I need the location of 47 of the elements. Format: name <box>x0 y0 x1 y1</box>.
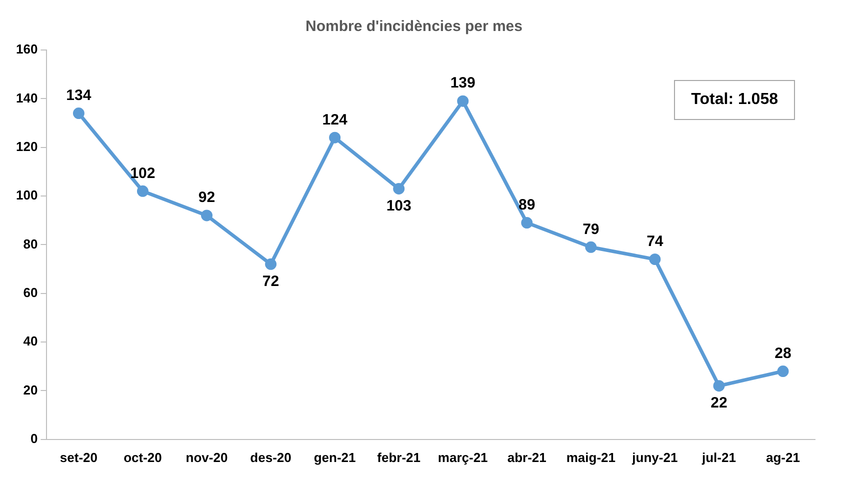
point <box>329 132 341 144</box>
x-tick-label: jul-21 <box>700 450 736 465</box>
data-label: 72 <box>262 272 280 290</box>
data-label: 28 <box>774 344 792 362</box>
y-tick-label: 40 <box>23 334 38 349</box>
data-label: 22 <box>710 394 728 412</box>
chart-title: Nombre d'incidències per mes <box>306 18 522 36</box>
y-tick-label: 80 <box>23 236 38 252</box>
x-tick-label: oct-20 <box>124 450 162 465</box>
x-tick-label: maig-21 <box>566 450 616 465</box>
data-label: 89 <box>518 196 536 214</box>
y-tick-label: 60 <box>23 284 38 300</box>
y-tick-label: 140 <box>16 90 38 106</box>
point <box>521 217 533 229</box>
y-tick-label: 120 <box>16 138 38 154</box>
data-label: 103 <box>386 197 412 214</box>
y-tick-label: 0 <box>30 430 38 446</box>
point <box>777 366 789 378</box>
point <box>136 185 148 197</box>
point <box>72 108 84 120</box>
annotation: Total: 1.058 <box>674 80 795 120</box>
data-label: 74 <box>646 232 664 250</box>
data-label: 92 <box>198 189 216 206</box>
x-tick-label: juny-21 <box>631 450 678 465</box>
x-tick-label: ag-21 <box>766 450 800 465</box>
point <box>713 380 725 392</box>
point <box>457 95 469 107</box>
y-tick-label: 20 <box>23 382 38 398</box>
x-tick-label: set-20 <box>60 450 98 465</box>
x-tick-label: nov-20 <box>186 450 228 465</box>
x-tick-label: abr-21 <box>507 450 546 465</box>
y-tick-label: 100 <box>16 188 38 203</box>
data-label: 124 <box>322 111 348 128</box>
point <box>265 258 277 270</box>
data-label: 134 <box>66 86 92 104</box>
data-label: 102 <box>130 164 156 182</box>
point <box>649 254 661 266</box>
x-tick-label: gen-21 <box>314 450 356 465</box>
point <box>201 210 213 222</box>
data-label: 79 <box>582 220 600 238</box>
x-tick-label: març-21 <box>438 450 488 465</box>
x-tick-label: des-20 <box>250 450 292 465</box>
point <box>585 241 597 253</box>
data-label: 139 <box>450 74 476 92</box>
x-tick-label: febr-21 <box>377 450 421 465</box>
y-tick-label: 160 <box>16 42 38 57</box>
point <box>393 182 405 194</box>
